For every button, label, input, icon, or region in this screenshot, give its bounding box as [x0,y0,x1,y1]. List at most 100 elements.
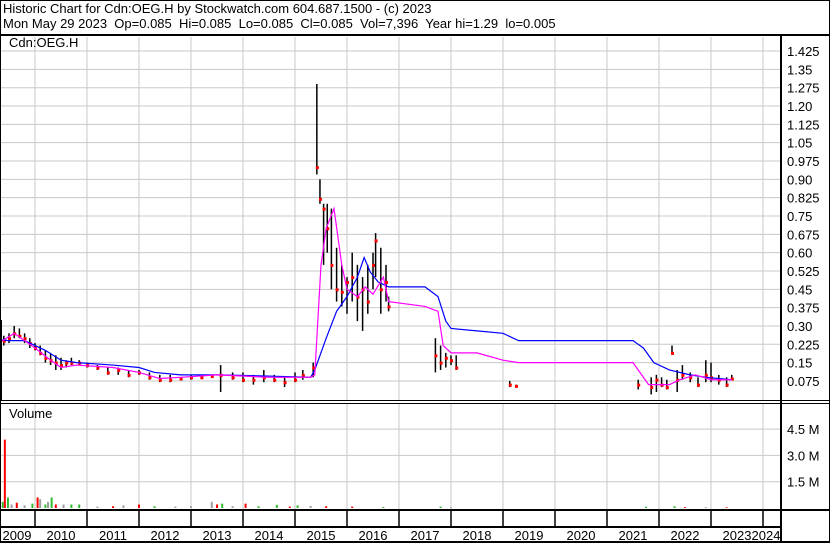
volume-bar [62,504,65,508]
year-label: 2016 [359,528,388,543]
volume-bar [122,505,125,508]
close-marker [508,383,512,387]
volume-bar [309,505,312,508]
close-marker [450,359,453,363]
close-marker [2,339,6,343]
close-marker [326,227,330,231]
close-marker [65,361,69,365]
year-label: 2011 [99,528,127,543]
price-panel-label: Cdn:OEG.H [9,35,78,50]
close-marker [444,356,448,360]
close-marker [169,378,173,382]
price-tick-label: 1.05 [787,136,812,151]
close-marker [262,376,266,380]
price-tick-label: 1.125 [787,117,820,132]
price-tick-label: 0.90 [787,172,812,187]
year-label: 2014 [255,528,284,543]
close-marker [190,376,193,380]
close-marker [725,383,729,387]
volume-bar [96,506,99,508]
volume-bar [36,497,39,508]
volume-bar [3,439,6,508]
volume-bar [153,506,156,508]
close-marker [179,377,183,381]
volume-bar [288,506,291,508]
volume-bar [684,507,686,508]
moving-average-long-line [0,255,732,381]
price-tick-label: 1.275 [787,81,820,96]
year-label: 2022 [671,528,700,543]
close-marker [18,334,22,338]
volume-tick-label: 4.5 M [787,422,820,437]
price-tick-label: 0.30 [787,319,812,334]
close-marker [515,384,518,388]
volume-bar [216,504,218,508]
close-marker [346,280,349,284]
close-marker [273,378,277,382]
year-label: 2021 [619,528,648,543]
close-marker [351,276,355,280]
volume-bar [138,504,140,508]
volume-tick-label: 1.5 M [787,475,820,490]
volume-bar [351,506,354,508]
volume-bar [31,503,34,508]
volume-bar [190,506,192,508]
volume-bar [1,501,4,508]
year-label: 2017 [411,528,440,543]
close-marker [385,280,388,284]
close-marker [704,373,708,377]
volume-bar [450,507,452,508]
price-tick-label: 0.675 [787,227,820,242]
close-marker [200,376,204,380]
volume-bar [257,506,260,508]
volume-bar [382,506,385,508]
price-tick-label: 1.35 [787,62,812,77]
close-marker [655,378,659,382]
close-marker [681,373,685,377]
volume-bar [39,499,42,508]
volume-bar [112,506,114,508]
volume-bar [10,504,13,508]
close-marker [322,207,326,211]
close-marker [312,366,316,370]
close-marker [54,361,58,365]
year-label: 2012 [151,528,180,543]
close-marker [356,295,360,299]
price-tick-label: 0.75 [787,209,812,224]
year-label: 2024 [752,528,781,543]
close-marker [379,288,383,292]
volume-bar [6,497,9,508]
close-marker [372,263,375,267]
volume-bar [210,501,213,508]
close-marker [294,378,297,382]
year-label: 2013 [203,528,232,543]
close-marker [39,351,43,355]
close-marker [283,381,287,385]
close-marker [106,371,110,375]
close-marker [697,383,700,387]
volume-tick-label: 3.0 M [787,448,820,463]
price-tick-label: 1.425 [787,44,820,59]
close-marker [340,290,344,294]
volume-bar [50,497,53,508]
close-marker [315,166,319,170]
volume-bar [325,506,328,508]
volume-bar [78,504,81,508]
volume-bar [725,507,728,508]
close-marker [689,376,693,380]
volume-bar [673,506,676,508]
volume-bar [70,504,73,508]
close-marker [387,305,391,309]
close-marker [127,373,131,377]
close-marker [70,361,74,365]
price-tick-label: 0.375 [787,301,820,316]
volume-bar [645,506,647,508]
volume-bar [15,502,18,508]
year-label: 2019 [515,528,544,543]
price-tick-label: 1.20 [787,99,812,114]
volume-bar [23,505,26,508]
close-marker [242,378,245,382]
volume-bar [54,504,57,508]
